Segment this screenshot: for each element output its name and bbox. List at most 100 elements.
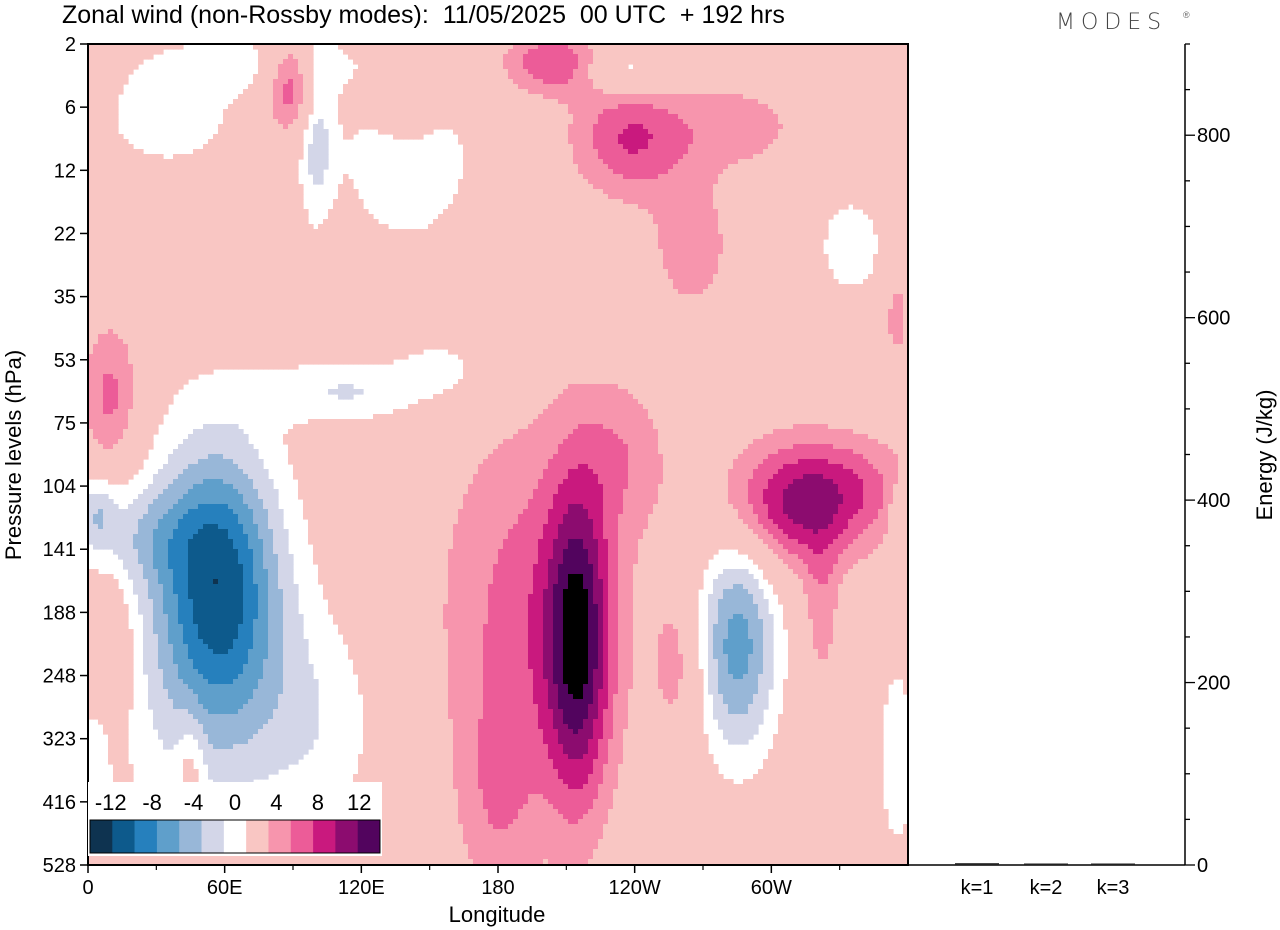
wind-cell	[593, 194, 599, 200]
wind-cell	[448, 79, 454, 85]
wind-cell	[423, 49, 429, 55]
wind-cell	[353, 204, 359, 210]
wind-cell	[613, 184, 619, 190]
wind-cell	[628, 124, 634, 130]
wind-cell	[483, 204, 489, 210]
wind-cell	[308, 154, 314, 160]
wind-cell	[648, 109, 654, 115]
wind-cell	[158, 174, 164, 180]
wind-cell	[138, 194, 144, 200]
wind-cell	[488, 54, 494, 60]
wind-cell	[818, 184, 824, 190]
wind-cell	[108, 219, 114, 225]
wind-cell	[148, 214, 154, 220]
wind-cell	[863, 124, 869, 130]
wind-cell	[863, 99, 869, 105]
wind-cell	[98, 189, 104, 195]
wind-cell	[528, 99, 534, 105]
wind-cell	[768, 64, 774, 70]
wind-cell	[868, 199, 874, 205]
wind-cell	[648, 74, 654, 80]
wind-cell	[128, 204, 134, 210]
wind-cell	[648, 189, 654, 195]
wind-cell	[153, 199, 159, 205]
wind-cell	[218, 124, 224, 130]
wind-cell	[743, 89, 749, 95]
wind-cell	[643, 94, 649, 100]
wind-cell	[293, 114, 299, 120]
wind-cell	[713, 174, 719, 180]
wind-cell	[108, 139, 114, 145]
wind-cell	[478, 79, 484, 85]
wind-cell	[248, 139, 254, 145]
wind-cell	[263, 74, 269, 80]
wind-cell	[648, 114, 654, 120]
wind-cell	[653, 124, 659, 130]
wind-cell	[733, 64, 739, 70]
wind-cell	[368, 84, 374, 90]
wind-cell	[618, 84, 624, 90]
wind-cell	[708, 139, 714, 145]
wind-cell	[638, 199, 644, 205]
wind-cell	[648, 219, 654, 225]
wind-cell	[523, 104, 529, 110]
wind-cell	[718, 139, 724, 145]
wind-cell	[608, 179, 614, 185]
wind-cell	[228, 114, 234, 120]
wind-cell	[108, 89, 114, 95]
wind-cell	[303, 74, 309, 80]
wind-cell	[838, 74, 844, 80]
wind-cell	[688, 109, 694, 115]
wind-cell	[708, 209, 714, 215]
wind-cell	[683, 54, 689, 60]
wind-cell	[513, 194, 519, 200]
wind-cell	[523, 224, 529, 230]
wind-cell	[763, 79, 769, 85]
wind-cell	[468, 144, 474, 150]
wind-cell	[598, 144, 604, 150]
wind-cell	[483, 144, 489, 150]
wind-cell	[578, 159, 584, 165]
wind-cell	[483, 89, 489, 95]
wind-cell	[278, 94, 284, 100]
wind-cell	[183, 159, 189, 165]
wind-cell	[563, 54, 569, 60]
wind-cell	[158, 179, 164, 185]
wind-cell	[878, 219, 884, 225]
wind-cell	[123, 159, 129, 165]
wind-cell	[233, 104, 239, 110]
wind-cell	[768, 89, 774, 95]
wind-cell	[563, 99, 569, 105]
wind-cell	[888, 209, 894, 215]
wind-cell	[758, 94, 764, 100]
wind-cell	[373, 54, 379, 60]
wind-cell	[93, 99, 99, 105]
wind-cell	[393, 69, 399, 75]
wind-cell	[748, 144, 754, 150]
wind-cell	[263, 189, 269, 195]
wind-cell	[593, 184, 599, 190]
wind-cell	[583, 184, 589, 190]
wind-cell	[788, 79, 794, 85]
wind-cell	[678, 104, 684, 110]
wind-cell	[98, 99, 104, 105]
wind-cell	[723, 119, 729, 125]
wind-cell	[108, 199, 114, 205]
wind-cell	[758, 164, 764, 170]
wind-cell	[658, 154, 664, 160]
wind-cell	[718, 49, 724, 55]
wind-cell	[893, 219, 899, 225]
wind-cell	[803, 159, 809, 165]
wind-cell	[803, 214, 809, 220]
wind-cell	[518, 109, 524, 115]
wind-cell	[858, 49, 864, 55]
wind-cell	[708, 149, 714, 155]
wind-cell	[473, 204, 479, 210]
wind-cell	[758, 174, 764, 180]
wind-cell	[758, 149, 764, 155]
wind-cell	[863, 149, 869, 155]
wind-cell	[308, 164, 314, 170]
wind-cell	[223, 129, 229, 135]
wind-cell	[753, 204, 759, 210]
wind-cell	[268, 179, 274, 185]
